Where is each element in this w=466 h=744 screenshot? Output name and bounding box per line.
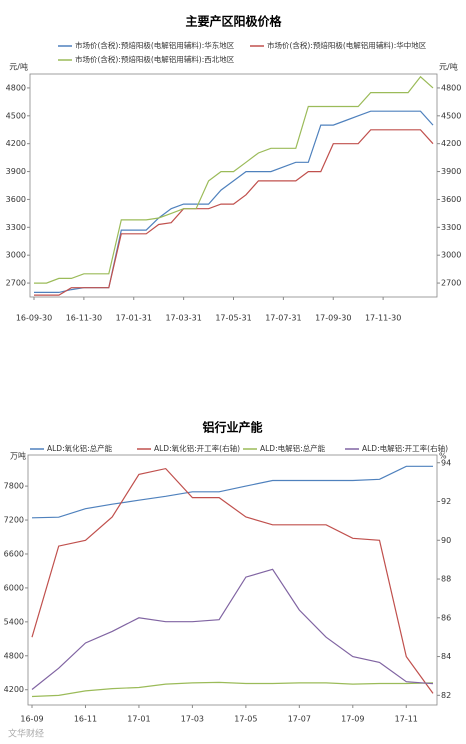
x-tick-label: 17-07 xyxy=(288,715,311,724)
y-tick-label: 6600 xyxy=(4,549,24,558)
y-tick-label: 6000 xyxy=(4,583,24,592)
x-tick-label: 17-05-31 xyxy=(215,314,251,323)
legend-label: 市场价(含税):预焙阳极(电解铝用辅料):华中地区 xyxy=(267,40,427,50)
legend-label: 市场价(含税):预焙阳极(电解铝用辅料):西北地区 xyxy=(75,54,235,64)
x-tick-label: 17-11-30 xyxy=(365,314,401,323)
y-tick-label: 7800 xyxy=(4,482,24,491)
y2-unit: % xyxy=(439,452,447,461)
y2-tick-label: 4800 xyxy=(441,83,461,92)
x-tick-label: 17-01-31 xyxy=(116,314,152,323)
watermark: 文华财经 xyxy=(8,728,44,740)
y-tick-label: 4500 xyxy=(6,111,26,120)
y2-tick-label: 88 xyxy=(441,575,451,584)
y-tick-label: 5400 xyxy=(4,617,24,626)
series-line xyxy=(31,681,434,698)
legend-label: 市场价(含税):预焙阳极(电解铝用辅料):华东地区 xyxy=(75,40,235,50)
legend-label: ALD:电解铝:开工率(右轴) xyxy=(362,443,448,453)
y2-tick-label: 94 xyxy=(441,458,451,467)
y-tick-label: 2700 xyxy=(6,279,26,288)
x-tick-label: 17-05 xyxy=(234,715,257,724)
legend-label: ALD:氧化铝:总产能 xyxy=(47,443,113,453)
x-tick-label: 17-07-31 xyxy=(265,314,301,323)
y2-tick-label: 90 xyxy=(441,536,451,545)
x-tick-label: 16-11-30 xyxy=(66,314,102,323)
legend-label: ALD:电解铝:总产能 xyxy=(260,443,326,453)
y-tick-label: 4200 xyxy=(6,139,26,148)
legend-label: ALD:氧化铝:开工率(右轴) xyxy=(154,443,240,453)
x-tick-label: 17-01 xyxy=(127,715,150,724)
x-tick-label: 17-09 xyxy=(341,715,364,724)
x-tick-label: 17-09-30 xyxy=(315,314,351,323)
y2-tick-label: 4200 xyxy=(441,139,461,148)
y-unit: 万吨 xyxy=(10,451,26,461)
x-tick-label: 16-09-30 xyxy=(16,314,52,323)
series-line xyxy=(31,568,434,690)
series-line xyxy=(34,129,434,296)
y2-tick-label: 4500 xyxy=(441,111,461,120)
y2-tick-label: 92 xyxy=(441,497,451,506)
x-tick-label: 17-11 xyxy=(395,715,418,724)
series-line xyxy=(31,467,434,694)
y2-tick-label: 2700 xyxy=(441,279,461,288)
y-unit: 元/吨 xyxy=(9,62,28,72)
y-tick-label: 4800 xyxy=(6,83,26,92)
chart-title: 铝行业产能 xyxy=(202,420,262,435)
series-line xyxy=(34,75,434,284)
y2-unit: 元/吨 xyxy=(439,62,458,72)
plot-frame xyxy=(27,454,438,706)
x-tick-label: 17-03-31 xyxy=(165,314,201,323)
series-line xyxy=(31,465,433,519)
chart-title: 主要产区阳极价格 xyxy=(185,14,282,29)
y-tick-label: 3900 xyxy=(6,167,26,176)
y-tick-label: 3000 xyxy=(6,251,26,260)
x-tick-label: 16-09 xyxy=(20,715,43,724)
y-tick-label: 4200 xyxy=(4,685,24,694)
y2-tick-label: 3300 xyxy=(441,223,461,232)
y-tick-label: 3300 xyxy=(6,223,26,232)
y2-tick-label: 82 xyxy=(441,691,451,700)
x-tick-label: 17-03 xyxy=(181,715,204,724)
y-tick-label: 4800 xyxy=(4,651,24,660)
y2-tick-label: 3000 xyxy=(441,251,461,260)
y-tick-label: 3600 xyxy=(6,195,26,204)
y2-tick-label: 3900 xyxy=(441,167,461,176)
y2-tick-label: 86 xyxy=(441,613,451,622)
y-tick-label: 7200 xyxy=(4,516,24,525)
y2-tick-label: 3600 xyxy=(441,195,461,204)
x-tick-label: 16-11 xyxy=(74,715,97,724)
y2-tick-label: 84 xyxy=(441,652,451,661)
